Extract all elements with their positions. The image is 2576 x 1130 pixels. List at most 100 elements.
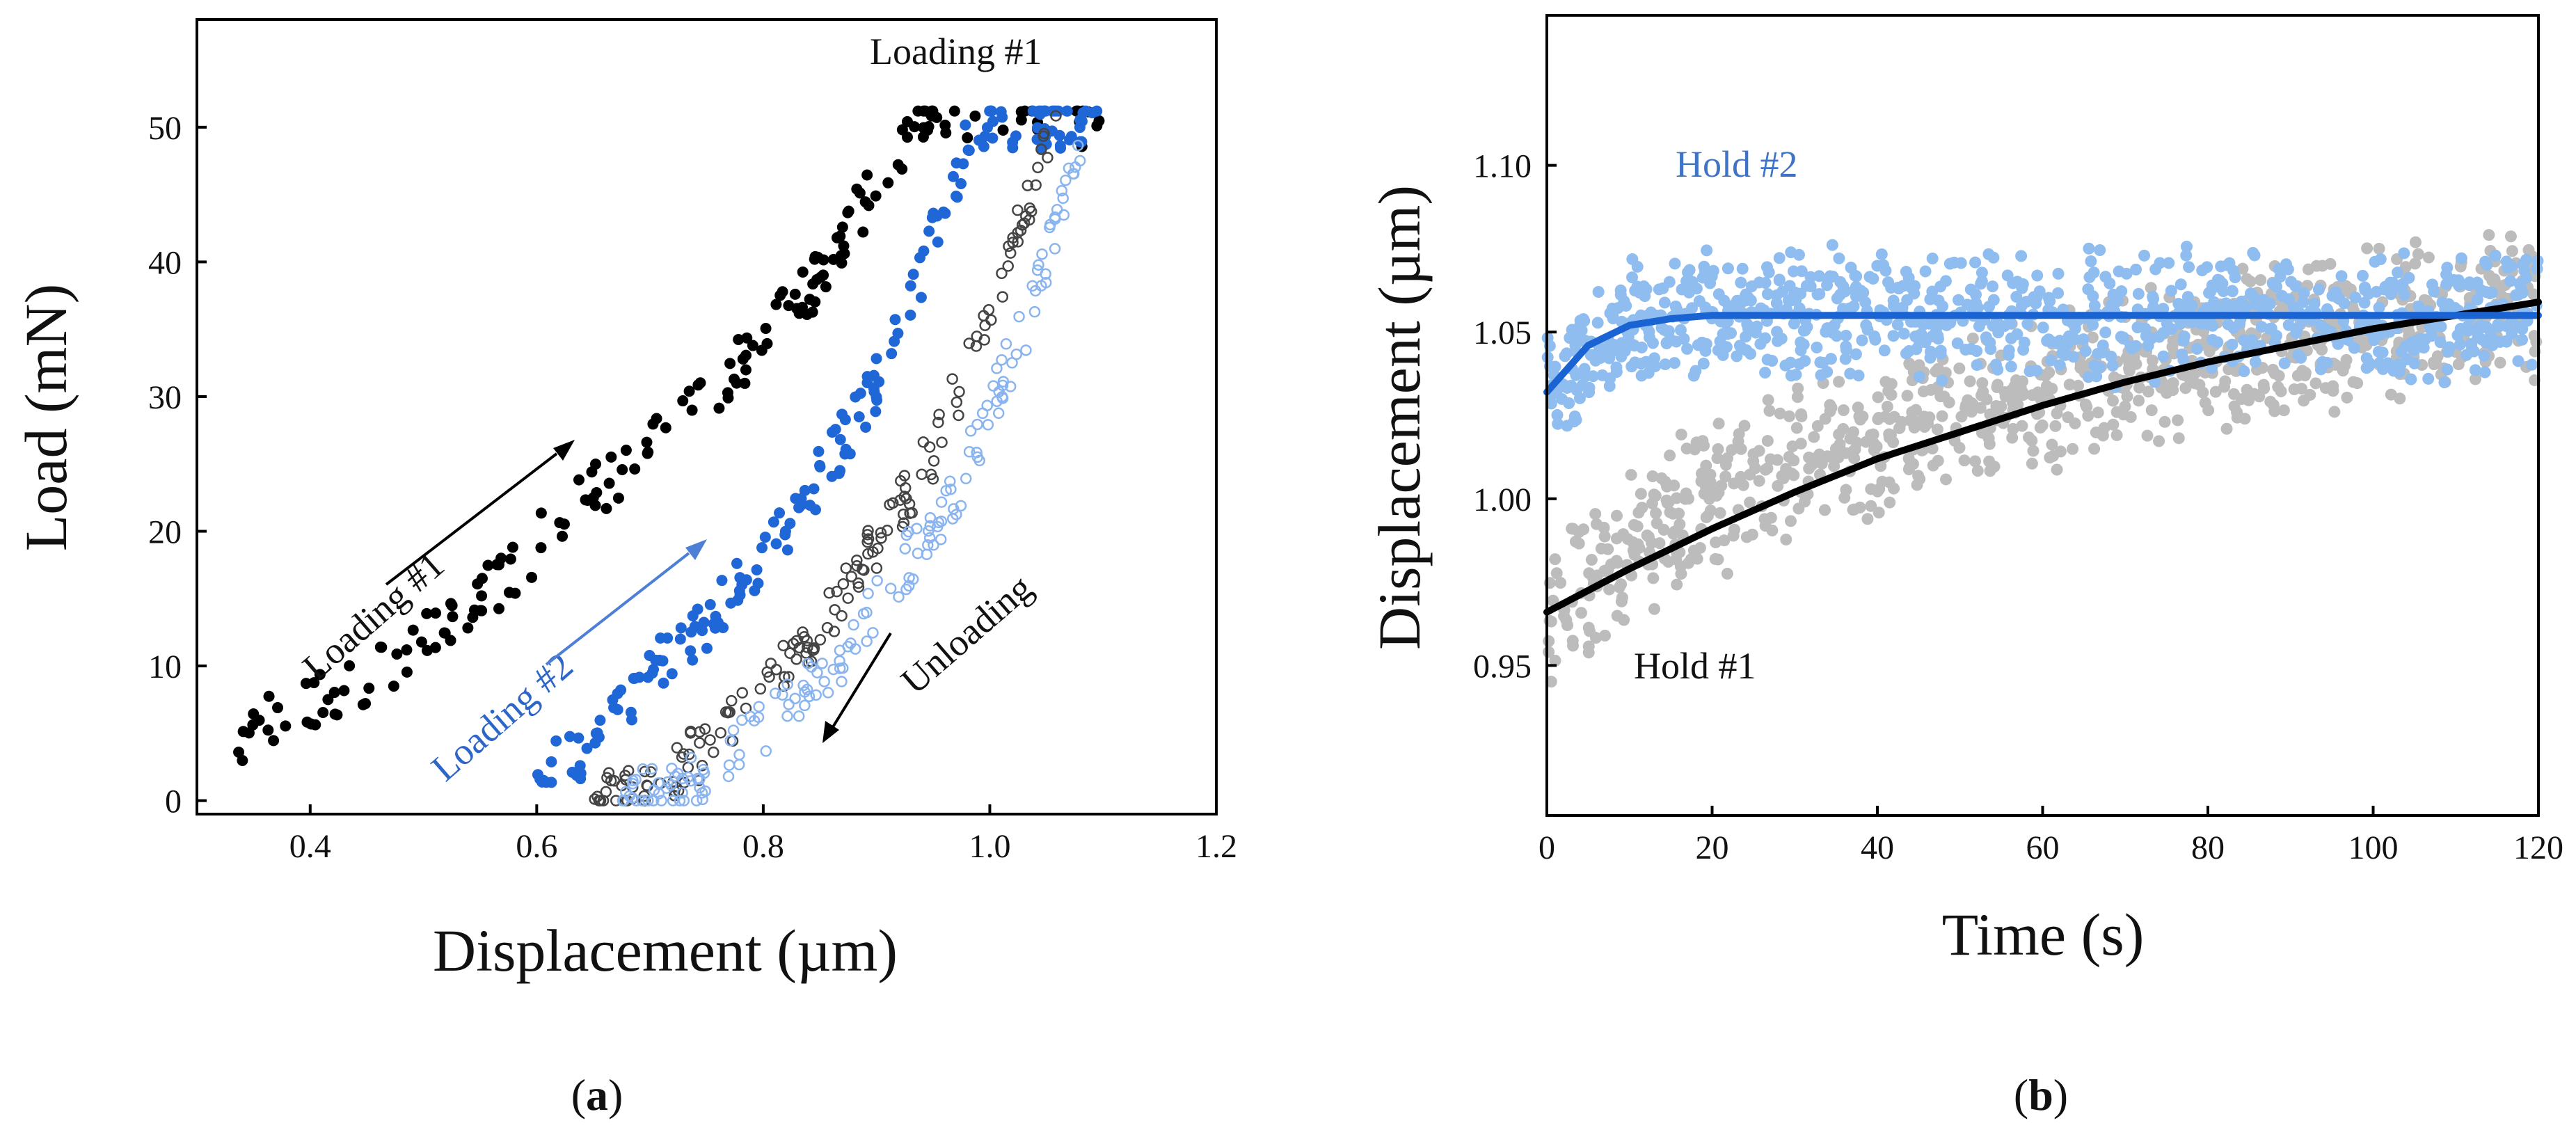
data-point — [1839, 353, 1852, 365]
data-point — [1976, 377, 1989, 390]
data-point — [1072, 139, 1084, 152]
data-point — [1761, 435, 1774, 447]
data-point — [2178, 331, 2191, 343]
data-point — [1998, 320, 2011, 333]
data-point — [1635, 341, 1648, 353]
panel-a-caption: (a) — [571, 1070, 623, 1120]
unloading-arrow-label: Unloading — [893, 566, 1040, 702]
x-tick-label: 20 — [1696, 829, 1729, 866]
data-point — [1692, 339, 1704, 351]
data-point — [1552, 417, 1564, 430]
data-point — [2512, 289, 2525, 301]
data-point — [2132, 287, 2145, 300]
loading2-arrow-line — [545, 552, 690, 666]
data-point — [1721, 328, 1733, 340]
data-point — [1683, 264, 1696, 276]
data-point — [2087, 319, 2099, 331]
data-point — [1007, 136, 1019, 148]
data-point — [951, 509, 962, 520]
data-point — [591, 790, 603, 802]
data-point — [509, 587, 521, 599]
data-point — [1887, 300, 1900, 312]
x-tick-label: 120 — [2513, 829, 2563, 866]
data-point — [2241, 273, 2253, 285]
data-point — [827, 663, 839, 676]
data-point — [2396, 278, 2409, 291]
data-point — [601, 772, 613, 783]
data-point — [1969, 455, 1981, 468]
data-point — [1673, 518, 1686, 530]
data-point — [462, 622, 474, 634]
data-point — [2107, 418, 2120, 431]
data-point — [1056, 184, 1068, 197]
data-point — [756, 542, 768, 554]
data-point — [2061, 338, 2074, 351]
data-point — [2229, 271, 2241, 284]
data-point — [802, 658, 814, 669]
data-point — [851, 554, 863, 566]
data-point — [725, 694, 738, 707]
data-point — [1848, 285, 1861, 297]
data-point — [1865, 500, 1877, 512]
data-point — [1585, 553, 1598, 566]
panel-a-y-axis-title: Load (mN) — [13, 284, 79, 551]
data-point — [2046, 438, 2058, 451]
data-point — [1722, 262, 1734, 275]
data-point — [237, 726, 249, 738]
data-point — [724, 706, 736, 718]
data-point — [1700, 511, 1712, 524]
data-point — [2282, 293, 2295, 305]
data-point — [1598, 530, 1611, 543]
data-point — [237, 754, 248, 766]
data-point — [1632, 538, 1644, 550]
data-point — [2010, 388, 2022, 401]
data-point — [1847, 426, 1860, 438]
data-point — [760, 322, 772, 334]
data-point — [1712, 417, 1725, 430]
data-point — [1044, 221, 1056, 234]
data-point — [2453, 279, 2465, 292]
data-point — [2221, 259, 2234, 271]
data-point — [2054, 445, 2067, 458]
data-point — [1629, 285, 1641, 297]
data-point — [1603, 380, 1616, 392]
data-point — [736, 687, 749, 699]
data-point — [1926, 443, 1939, 455]
unloading-arrow-icon — [822, 721, 839, 743]
data-point — [1589, 508, 1602, 520]
data-point — [1860, 436, 1873, 448]
data-point — [834, 644, 846, 657]
data-point — [2409, 236, 2422, 248]
data-point — [1958, 454, 1971, 467]
data-point — [1736, 262, 1749, 275]
data-point — [1877, 259, 1890, 271]
data-point — [639, 765, 651, 778]
data-point — [1808, 452, 1820, 465]
data-point — [713, 402, 725, 414]
data-point — [996, 291, 1009, 303]
data-point — [573, 474, 585, 486]
data-point — [2299, 367, 2312, 379]
data-point — [1068, 168, 1080, 180]
data-point — [2123, 363, 2136, 375]
data-point — [1821, 365, 1834, 378]
data-point — [1876, 475, 1889, 488]
data-point — [1987, 319, 1999, 332]
data-point — [870, 406, 882, 417]
data-point — [608, 702, 620, 714]
data-point — [1621, 533, 1634, 546]
data-point — [2239, 413, 2251, 425]
data-point — [861, 169, 873, 181]
data-point — [1761, 353, 1774, 366]
data-point — [1921, 417, 1934, 429]
data-point — [1856, 334, 1868, 347]
data-point — [1074, 154, 1086, 167]
data-point — [1792, 248, 1805, 261]
data-point — [476, 590, 488, 602]
data-point — [1668, 357, 1680, 369]
data-point — [2248, 388, 2261, 400]
data-point — [926, 105, 938, 117]
data-point — [1028, 305, 1041, 318]
data-point — [1955, 411, 1968, 423]
hold1-fit-curve — [1543, 299, 2542, 616]
